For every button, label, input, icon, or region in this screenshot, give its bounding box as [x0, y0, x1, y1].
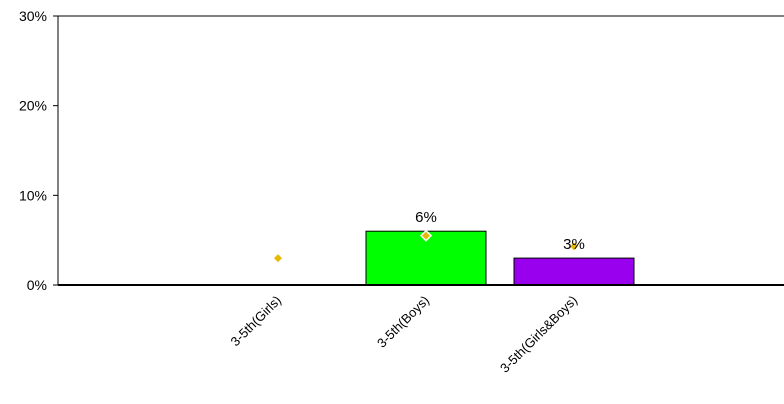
data-labels: 6% 3% [415, 209, 585, 253]
y-tick-label: 30% [19, 8, 47, 24]
bar [513, 257, 635, 286]
y-tick-label: 10% [19, 187, 47, 203]
diamond-marker [567, 240, 581, 253]
y-tick-label: 0% [27, 277, 47, 293]
x-category-label: 3-5th(Girls) [228, 293, 285, 350]
markers [271, 229, 581, 265]
y-axis-ticks: 0% 10% 20% 30% [19, 8, 58, 293]
x-axis-labels: 3-5th(Girls) 3-5th(Boys) 3-5th(Girls&Boys) [228, 293, 581, 376]
bars [365, 230, 635, 286]
data-label: 6% [415, 209, 437, 226]
data-label: 3% [563, 236, 585, 253]
y-tick-label: 20% [19, 98, 47, 114]
x-category-label: 3-5th(Girls&Boys) [497, 293, 580, 376]
diamond-marker [419, 229, 433, 242]
diamond-marker [271, 252, 285, 265]
x-category-label: 3-5th(Boys) [374, 293, 432, 351]
